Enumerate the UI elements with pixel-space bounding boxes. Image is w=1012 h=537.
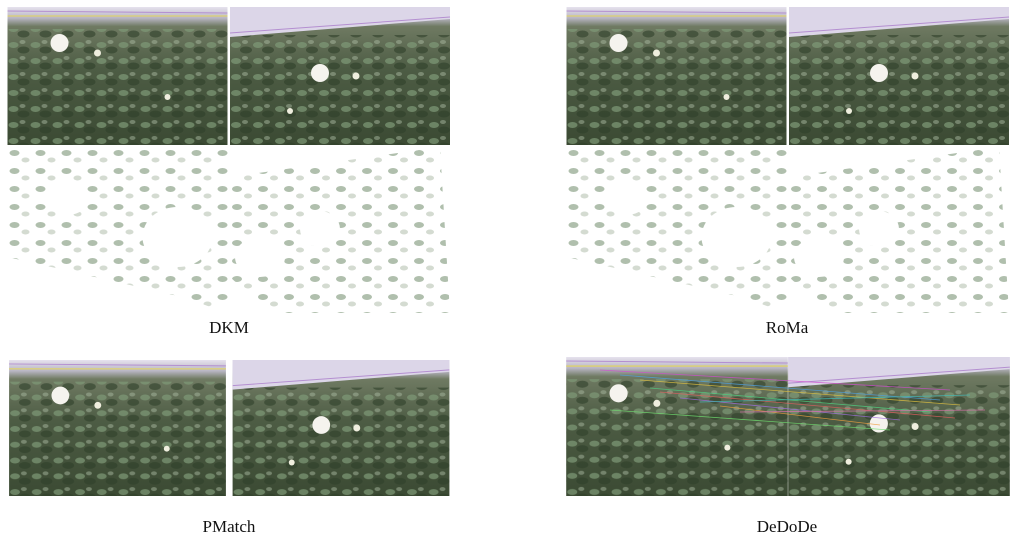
page: DKM RoMa PMatch DeDoDe (() => { const da… [0,0,1012,537]
image [788,357,1010,496]
caption: DKM [209,318,249,337]
panel-dedode: DeDoDe [566,357,1010,536]
panel-pmatch: PMatch [9,360,449,536]
image [8,7,228,145]
warp-image [789,147,1009,313]
caption: DeDoDe [757,517,817,536]
image [789,7,1009,145]
panel-dkm: DKM [8,7,451,337]
caption: PMatch [203,517,256,536]
figure: DKM RoMa PMatch DeDoDe [0,0,1012,537]
image [9,360,226,496]
image [233,360,450,496]
warp-image [8,147,228,313]
image [566,357,788,496]
panel-roma: RoMa [567,7,1010,337]
warp-image [567,147,787,313]
image [230,7,450,145]
warp-image [230,147,450,313]
image [567,7,787,145]
caption: RoMa [766,318,809,337]
